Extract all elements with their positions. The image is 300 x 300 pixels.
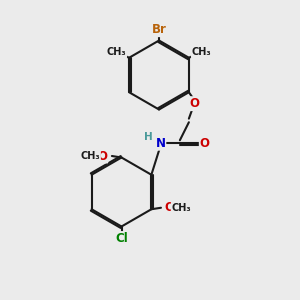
Text: O: O [164,201,174,214]
Text: O: O [200,137,210,150]
Text: Cl: Cl [115,232,128,245]
Text: H: H [144,132,153,142]
Text: CH₃: CH₃ [107,47,126,57]
Text: Br: Br [152,23,166,36]
Text: CH₃: CH₃ [192,47,211,57]
Text: O: O [189,97,199,110]
Text: CH₃: CH₃ [172,203,191,213]
Text: CH₃: CH₃ [80,151,100,161]
Text: N: N [155,137,165,150]
Text: O: O [97,149,107,163]
